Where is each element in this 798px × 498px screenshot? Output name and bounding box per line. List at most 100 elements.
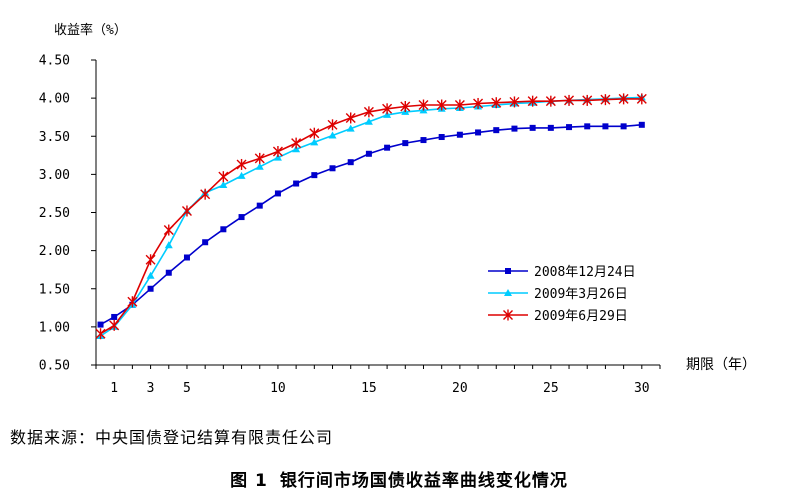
data-point <box>473 97 484 109</box>
legend-label: 2009年6月29日 <box>534 309 628 324</box>
data-point <box>311 172 318 179</box>
data-point <box>420 137 427 144</box>
data-point <box>346 124 355 132</box>
data-point <box>292 145 301 153</box>
x-tick-label: 20 <box>452 381 468 396</box>
data-point <box>584 123 591 130</box>
data-point <box>384 144 391 151</box>
data-point <box>127 296 138 308</box>
data-point <box>347 159 354 166</box>
data-point <box>200 188 211 200</box>
y-axis-title: 收益率（%） <box>54 22 127 38</box>
data-point <box>272 146 283 157</box>
data-point <box>529 124 536 131</box>
x-tick-label: 1 <box>110 381 118 396</box>
y-tick-label: 2.00 <box>39 244 70 259</box>
y-tick-label: 4.50 <box>39 54 70 69</box>
data-point <box>638 121 645 128</box>
data-point <box>636 93 647 105</box>
data-point <box>274 190 281 197</box>
data-point <box>329 165 336 172</box>
data-point <box>255 162 264 170</box>
data-point <box>220 226 227 233</box>
legend-item: 2008年12月24日 <box>488 265 636 280</box>
data-point <box>345 112 356 124</box>
data-point <box>620 123 627 130</box>
y-tick-label: 3.50 <box>39 130 70 145</box>
data-point <box>545 95 556 107</box>
data-point <box>509 96 520 108</box>
data-point <box>493 127 500 134</box>
legend-label: 2009年3月26日 <box>534 287 628 302</box>
legend-marker <box>505 268 511 274</box>
data-point <box>273 153 282 161</box>
data-point <box>147 285 154 292</box>
data-point <box>363 106 374 118</box>
series-3 <box>95 93 647 340</box>
x-tick-label: 15 <box>361 381 377 396</box>
data-point <box>202 239 209 246</box>
data-point <box>111 313 118 320</box>
data-point <box>364 117 373 125</box>
data-point <box>218 171 229 183</box>
y-tick-label: 1.00 <box>39 320 70 335</box>
data-point <box>402 140 409 147</box>
y-tick-label: 2.50 <box>39 206 70 221</box>
y-tick-label: 1.50 <box>39 282 70 297</box>
data-point <box>181 205 192 217</box>
data-point <box>511 125 518 132</box>
data-point <box>291 137 302 149</box>
data-point <box>97 321 104 328</box>
x-tick-label: 25 <box>543 381 559 396</box>
data-point <box>602 123 609 130</box>
figure-caption: 图 1 银行间市场国债收益率曲线变化情况 <box>0 466 798 491</box>
y-tick-label: 0.50 <box>39 359 70 374</box>
data-point <box>293 180 300 187</box>
figure-title: 银行间市场国债收益率曲线变化情况 <box>279 471 568 491</box>
legend-label: 2008年12月24日 <box>534 265 636 280</box>
legend-marker <box>504 289 512 296</box>
y-tick-label: 3.00 <box>39 168 70 183</box>
legend-item: 2009年3月26日 <box>488 287 628 302</box>
data-point <box>310 138 319 146</box>
data-point <box>109 319 120 331</box>
data-point <box>164 241 173 249</box>
y-tick-label: 4.00 <box>39 92 70 107</box>
data-point <box>163 224 174 236</box>
data-point <box>309 127 320 139</box>
data-point <box>146 271 155 279</box>
series-layer <box>95 93 647 340</box>
data-point <box>254 152 265 164</box>
data-source-note: 数据来源：中央国债登记结算有限责任公司 <box>10 428 334 447</box>
data-point <box>219 181 228 189</box>
yield-curve-chart: 收益率（%） 期限（年） 0.50 1.00 1.50 2.00 2.50 3.00 3.5… <box>39 22 756 396</box>
figure-label: 图 1 <box>230 471 268 491</box>
legend-item: 2009年6月29日 <box>488 309 628 324</box>
data-point <box>436 99 447 111</box>
data-point <box>527 95 538 107</box>
data-point <box>475 129 482 136</box>
data-point <box>183 254 190 261</box>
x-tick-label: 3 <box>147 381 155 396</box>
data-point <box>456 131 463 138</box>
x-axis-title: 期限（年） <box>686 357 756 373</box>
x-tick-label: 5 <box>183 381 191 396</box>
data-point <box>438 134 445 141</box>
data-point <box>564 94 575 106</box>
series-2 <box>96 93 646 340</box>
data-point <box>145 254 156 266</box>
chart-axes: 0.50 1.00 1.50 2.00 2.50 3.00 3.50 4.00 4.50 1 3 5 1… <box>39 54 661 396</box>
data-point <box>237 171 246 179</box>
data-point <box>95 328 106 340</box>
data-point <box>256 202 263 209</box>
legend-marker <box>503 309 513 321</box>
data-point <box>582 94 593 106</box>
data-point <box>165 269 172 276</box>
x-tick-label: 10 <box>270 381 286 396</box>
data-point <box>418 99 429 111</box>
data-point <box>236 158 247 170</box>
data-point <box>382 103 393 115</box>
data-point <box>327 119 338 131</box>
data-point <box>600 94 611 106</box>
chart-legend: 2008年12月24日 2009年3月26日 2009年6月29日 <box>488 265 636 324</box>
